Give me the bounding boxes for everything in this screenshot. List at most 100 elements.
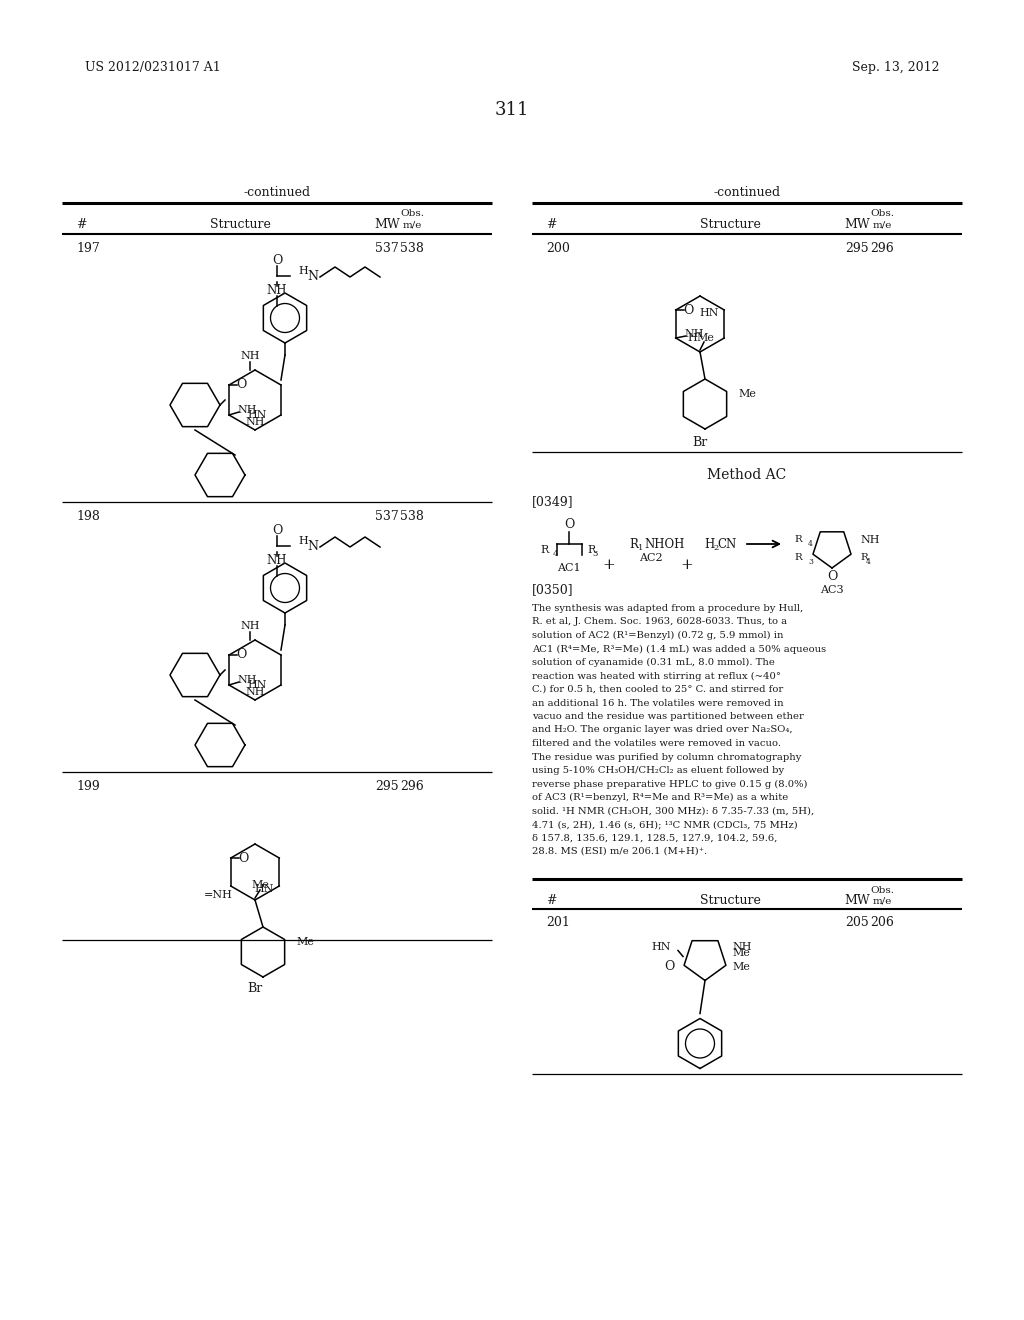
Text: using 5-10% CH₃OH/CH₂Cl₂ as eluent followed by: using 5-10% CH₃OH/CH₂Cl₂ as eluent follo…	[532, 766, 784, 775]
Text: NH: NH	[860, 535, 880, 545]
Text: O: O	[684, 304, 694, 317]
Text: 4.71 (s, 2H), 1.46 (s, 6H); ¹³C NMR (CDCl₃, 75 MHz): 4.71 (s, 2H), 1.46 (s, 6H); ¹³C NMR (CDC…	[532, 820, 798, 829]
Text: [0349]: [0349]	[532, 495, 573, 508]
Text: solution of AC2 (R¹=Benzyl) (0.72 g, 5.9 mmol) in: solution of AC2 (R¹=Benzyl) (0.72 g, 5.9…	[532, 631, 783, 640]
Text: m/e: m/e	[402, 220, 422, 230]
Text: 3: 3	[808, 558, 813, 566]
Text: solution of cyanamide (0.31 mL, 8.0 mmol). The: solution of cyanamide (0.31 mL, 8.0 mmol…	[532, 657, 775, 667]
Text: 205: 205	[845, 916, 869, 929]
Text: 3: 3	[592, 550, 597, 558]
Text: NH: NH	[241, 351, 260, 360]
Text: Method AC: Method AC	[708, 469, 786, 482]
Text: Sep. 13, 2012: Sep. 13, 2012	[853, 62, 940, 74]
Text: 4: 4	[866, 558, 870, 566]
Text: US 2012/0231017 A1: US 2012/0231017 A1	[85, 62, 221, 74]
Text: R: R	[860, 553, 867, 562]
Text: NH: NH	[266, 284, 288, 297]
Text: 538: 538	[400, 242, 424, 255]
Text: HN: HN	[651, 941, 671, 952]
Text: HN: HN	[248, 411, 267, 420]
Text: O: O	[271, 524, 283, 536]
Text: 538: 538	[400, 510, 424, 523]
Text: Structure: Structure	[699, 894, 761, 907]
Text: solid. ¹H NMR (CH₃OH, 300 MHz): δ 7.35-7.33 (m, 5H),: solid. ¹H NMR (CH₃OH, 300 MHz): δ 7.35-7…	[532, 807, 814, 816]
Text: 28.8. MS (ESI) m/e 206.1 (M+H)⁺.: 28.8. MS (ESI) m/e 206.1 (M+H)⁺.	[532, 847, 708, 855]
Text: Structure: Structure	[699, 219, 761, 231]
Text: vacuo and the residue was partitioned between ether: vacuo and the residue was partitioned be…	[532, 711, 804, 721]
Text: 295: 295	[845, 242, 868, 255]
Text: Me: Me	[251, 880, 269, 890]
Text: Structure: Structure	[210, 219, 270, 231]
Text: The synthesis was adapted from a procedure by Hull,: The synthesis was adapted from a procedu…	[532, 605, 803, 612]
Text: =NH: =NH	[204, 890, 233, 900]
Text: MW: MW	[844, 219, 869, 231]
Text: #: #	[546, 894, 556, 907]
Text: O: O	[665, 960, 675, 973]
Text: H: H	[705, 537, 715, 550]
Text: δ 157.8, 135.6, 129.1, 128.5, 127.9, 104.2, 59.6,: δ 157.8, 135.6, 129.1, 128.5, 127.9, 104…	[532, 833, 777, 842]
Text: reverse phase preparative HPLC to give 0.15 g (8.0%): reverse phase preparative HPLC to give 0…	[532, 780, 808, 788]
Text: O: O	[271, 253, 283, 267]
Text: and H₂O. The organic layer was dried over Na₂SO₄,: and H₂O. The organic layer was dried ove…	[532, 726, 793, 734]
Text: R: R	[795, 553, 802, 562]
Text: NH: NH	[732, 941, 752, 952]
Text: HN: HN	[248, 680, 267, 690]
Text: O: O	[826, 569, 838, 582]
Text: NH: NH	[246, 417, 265, 426]
Text: [0350]: [0350]	[532, 583, 573, 597]
Text: 295: 295	[375, 780, 398, 792]
Text: #: #	[76, 219, 86, 231]
Text: HN: HN	[255, 884, 274, 894]
Text: Me: Me	[738, 389, 756, 399]
Text: 537: 537	[375, 242, 399, 255]
Text: m/e: m/e	[872, 220, 892, 230]
Text: R: R	[541, 545, 549, 554]
Text: O: O	[236, 379, 246, 392]
Text: +: +	[603, 558, 615, 572]
Text: -continued: -continued	[244, 186, 310, 198]
Text: 296: 296	[400, 780, 424, 792]
Text: H: H	[687, 333, 697, 343]
Text: Br: Br	[248, 982, 262, 995]
Text: NH: NH	[266, 553, 288, 566]
Text: NH: NH	[238, 675, 257, 685]
Text: The residue was purified by column chromatography: The residue was purified by column chrom…	[532, 752, 802, 762]
Text: O: O	[564, 519, 574, 532]
Text: 200: 200	[546, 242, 570, 255]
Text: NHOH: NHOH	[644, 537, 684, 550]
Text: #: #	[546, 219, 556, 231]
Text: C.) for 0.5 h, then cooled to 25° C. and stirred for: C.) for 0.5 h, then cooled to 25° C. and…	[532, 685, 783, 694]
Text: 4: 4	[808, 540, 813, 548]
Text: an additional 16 h. The volatiles were removed in: an additional 16 h. The volatiles were r…	[532, 698, 783, 708]
Text: HN: HN	[699, 308, 719, 318]
Text: 537: 537	[375, 510, 399, 523]
Text: NH: NH	[246, 686, 265, 697]
Text: N: N	[307, 271, 318, 284]
Text: 4: 4	[553, 550, 558, 558]
Text: MW: MW	[844, 894, 869, 907]
Text: Me: Me	[696, 333, 714, 343]
Text: Obs.: Obs.	[400, 210, 424, 219]
Text: R: R	[587, 545, 595, 554]
Text: R: R	[629, 537, 638, 550]
Text: H: H	[298, 536, 308, 546]
Text: 1: 1	[638, 544, 643, 552]
Text: Obs.: Obs.	[870, 210, 894, 219]
Text: O: O	[236, 648, 246, 661]
Text: Me: Me	[732, 949, 750, 958]
Text: reaction was heated with stirring at reflux (~40°: reaction was heated with stirring at ref…	[532, 672, 781, 681]
Text: AC2: AC2	[639, 553, 663, 564]
Text: -continued: -continued	[714, 186, 780, 198]
Text: 311: 311	[495, 102, 529, 119]
Text: R. et al, J. Chem. Soc. 1963, 6028-6033. Thus, to a: R. et al, J. Chem. Soc. 1963, 6028-6033.…	[532, 618, 787, 627]
Text: 197: 197	[76, 242, 99, 255]
Text: O: O	[239, 851, 249, 865]
Text: 199: 199	[76, 780, 99, 792]
Text: 296: 296	[870, 242, 894, 255]
Text: Me: Me	[296, 937, 314, 946]
Text: Obs.: Obs.	[870, 886, 894, 895]
Text: filtered and the volatiles were removed in vacuo.: filtered and the volatiles were removed …	[532, 739, 781, 748]
Text: R: R	[795, 536, 802, 544]
Text: H: H	[298, 267, 308, 276]
Text: 198: 198	[76, 510, 100, 523]
